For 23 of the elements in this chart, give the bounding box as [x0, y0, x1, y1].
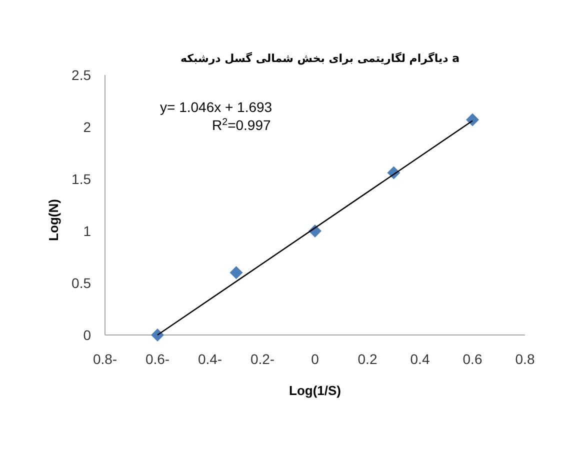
x-tick-label: 0.6- — [145, 351, 170, 367]
x-tick-label: 0.8 — [515, 351, 535, 367]
y-tick-label: 0.5 — [72, 275, 92, 291]
x-tick-label: 0.8- — [92, 351, 118, 367]
y-tick-label: 1 — [83, 223, 92, 239]
point — [151, 328, 164, 342]
y-tick-label: 1.5 — [72, 171, 92, 187]
x-tick-label: 0.2 — [358, 351, 378, 367]
x-tick-label: 0.4 — [410, 351, 430, 367]
chart-title: دیاگرام لگاریتمی برای بخش شمالی گسل درشبکه a — [180, 52, 460, 65]
y-tick-label: 2 — [83, 119, 92, 135]
x-tick-label: 0.2- — [250, 351, 275, 367]
y-tick-label: 0 — [83, 327, 92, 343]
y-axis-title: Log(N) — [46, 199, 61, 241]
y-tick-label: 2.5 — [72, 67, 92, 83]
point — [230, 266, 243, 280]
point — [466, 113, 479, 126]
x-axis-title: Log(1/S) — [289, 383, 341, 398]
x-tick-label: 0.4- — [198, 351, 222, 367]
x-tick-label: 0.6 — [462, 351, 482, 367]
annotation: y= 1.046x + 1.693 — [160, 99, 272, 115]
annotation: R$^{2}$=0.997 — [212, 116, 271, 133]
x-tick-label: 0 — [311, 351, 320, 367]
